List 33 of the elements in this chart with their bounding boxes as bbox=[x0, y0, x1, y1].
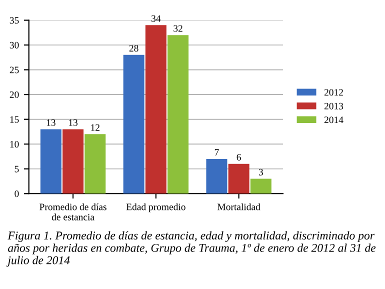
y-tick-label: 15 bbox=[10, 116, 19, 123]
legend-label: 2014 bbox=[324, 116, 344, 124]
bar bbox=[206, 158, 228, 194]
data-label: 12 bbox=[91, 124, 100, 131]
data-label: 32 bbox=[174, 25, 182, 32]
bar bbox=[84, 134, 106, 194]
bar bbox=[228, 164, 250, 194]
x-tick-label: Edad promedio bbox=[126, 203, 186, 212]
text: Figura 1. Promedio de días de estancia, edad y mortalidad, discriminado por años por heridas en combate, Grupo de Trauma, 1º de enero de 2012 al 31 de julio de 2014 bbox=[6, 231, 376, 267]
bar bbox=[250, 178, 272, 194]
y-tick-label: 0 bbox=[14, 190, 19, 198]
y-tick-label: 10 bbox=[10, 140, 19, 148]
y-tick-label: 35 bbox=[10, 17, 19, 24]
x-tick-label: Mortalidad bbox=[218, 203, 260, 210]
legend-label: 2012 bbox=[324, 89, 343, 96]
data-label: 13 bbox=[46, 119, 56, 126]
data-label: 7 bbox=[214, 149, 219, 156]
y-tick-label: 5 bbox=[14, 166, 19, 172]
data-label: 3 bbox=[258, 168, 263, 176]
data-label: 13 bbox=[69, 119, 78, 126]
y-tick-label: 25 bbox=[10, 66, 19, 74]
bar bbox=[123, 54, 144, 194]
x-tick-label: Promedio de días de estancia bbox=[40, 203, 106, 220]
y-tick-label: 30 bbox=[10, 42, 19, 48]
data-label: 34 bbox=[152, 15, 161, 22]
bar bbox=[145, 25, 166, 194]
bar bbox=[62, 129, 84, 194]
bar bbox=[40, 129, 62, 194]
y-tick-label: 20 bbox=[10, 91, 19, 98]
legend-label: 2013 bbox=[324, 102, 344, 110]
data-label: 6 bbox=[236, 154, 241, 161]
bar bbox=[168, 35, 189, 194]
data-label: 28 bbox=[129, 44, 138, 52]
